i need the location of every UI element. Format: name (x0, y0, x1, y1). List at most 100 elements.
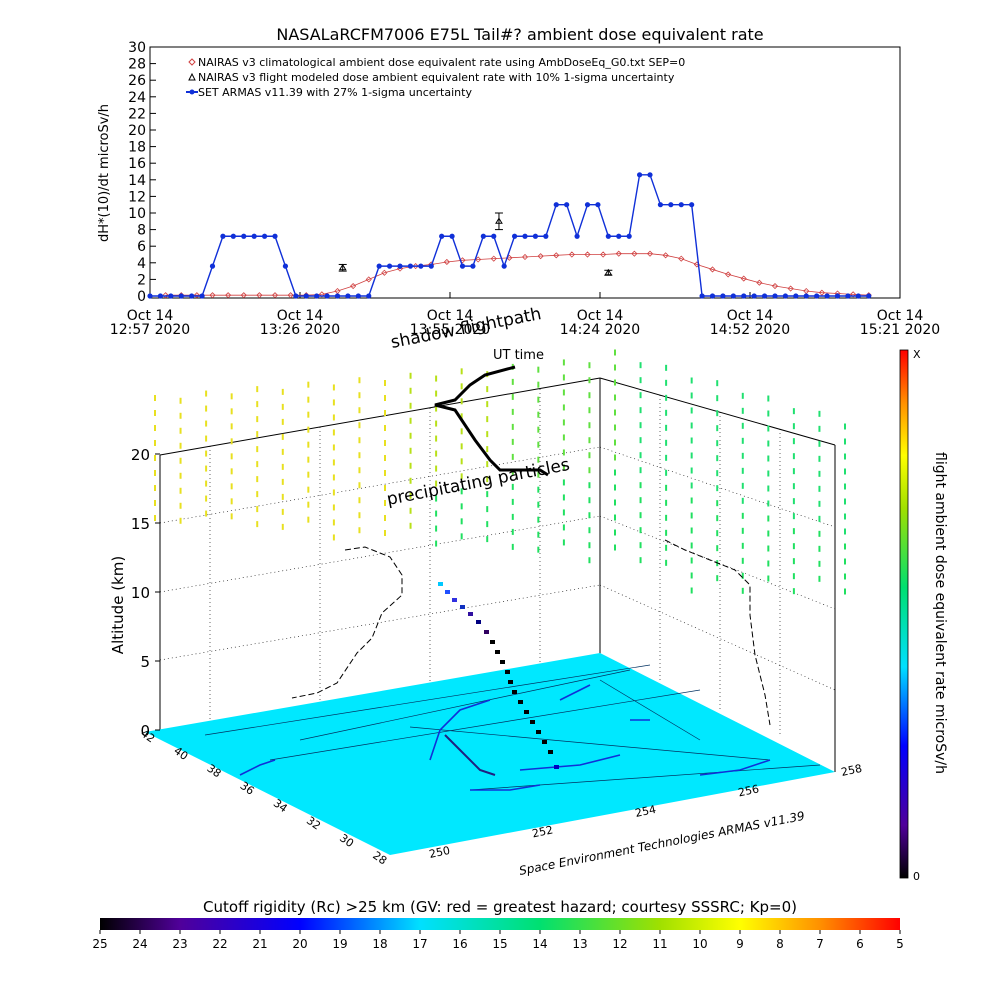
legend-item-flight-modeled: NAIRAS v3 flight modeled dose ambient eq… (188, 71, 675, 84)
armas-point (334, 293, 341, 299)
flight-modeled-point (604, 268, 613, 276)
x-tick-date: Oct 14 (877, 308, 924, 324)
climatological-point (271, 292, 279, 299)
x-tick-time: 15:21 2020 (860, 322, 940, 338)
x-tick-date: Oct 14 (277, 308, 324, 324)
armas-point (626, 233, 632, 239)
armas-point (636, 172, 643, 178)
climatological-point (475, 256, 482, 263)
armas-point (439, 233, 445, 239)
armas-point (741, 293, 747, 299)
climatological-point (162, 292, 169, 299)
y-tick-label: 10 (128, 206, 146, 222)
armas-point (303, 293, 309, 299)
rigidity-label: 25 (92, 937, 107, 951)
climatological-point (490, 255, 497, 262)
armas-point (793, 293, 799, 299)
climatological-point (725, 271, 732, 278)
armas-point (407, 263, 414, 269)
climatological-point (787, 285, 794, 292)
rigidity-label: 13 (572, 937, 587, 951)
armas-point (449, 233, 455, 239)
flight-path-dot (512, 690, 517, 694)
armas-point (855, 293, 861, 299)
climatological-point (646, 250, 654, 257)
climatological-point (365, 276, 372, 283)
longitude-tick-label: 250 (428, 844, 451, 861)
armas-point (293, 293, 299, 299)
climatological-point (287, 292, 294, 299)
flight-modeled-point (338, 263, 347, 271)
armas-point (501, 263, 507, 269)
altitude-tick-label: 10 (131, 584, 150, 602)
colorbar-title: flight ambient dose equivalent rate micr… (932, 452, 948, 774)
armas-point (824, 293, 830, 299)
chart-title: NASALaRCFM7006 E75L Tail#? ambient dose … (276, 25, 763, 44)
rigidity-label: 7 (816, 937, 824, 951)
armas-point (584, 202, 591, 208)
armas-point (491, 233, 497, 239)
flight-path-dot (500, 660, 505, 664)
altitude-axis-label: Altitude (km) (109, 556, 127, 654)
armas-point (459, 263, 466, 269)
y-tick-label: 12 (128, 189, 146, 205)
rigidity-label: 21 (252, 937, 267, 951)
climatological-point (662, 252, 669, 259)
armas-point (220, 233, 226, 239)
armas-point (272, 233, 278, 239)
y-tick-label: 22 (128, 106, 146, 122)
y-tick-label: 8 (137, 223, 146, 239)
y-tick-label: 4 (137, 256, 146, 272)
rigidity-label: 12 (612, 937, 627, 951)
armas-point (324, 293, 330, 299)
state-borders (239, 684, 771, 791)
armas-point (314, 293, 320, 299)
y-tick-label: 6 (137, 239, 146, 255)
armas-point (803, 293, 809, 299)
armas-point (689, 202, 695, 208)
armas-point (428, 263, 434, 269)
armas-point (261, 233, 268, 239)
flight-path-dot (536, 730, 541, 734)
x-tick-time: 13:55 2020 (410, 322, 490, 338)
longitude-ticks: 250 252 254 256 258 (428, 762, 863, 861)
rigidity-label: 16 (452, 937, 467, 951)
flight-path-dots (438, 582, 559, 769)
rigidity-colorbar: Cutoff rigidity (Rc) >25 km (GV: red = g… (92, 898, 903, 951)
armas-point (241, 233, 247, 239)
climatological-point (381, 269, 388, 276)
armas-point (845, 293, 851, 299)
legend-item-armas: SET ARMAS v11.39 with 27% 1-sigma uncert… (186, 86, 472, 99)
climatological-point (521, 253, 529, 261)
armas-point (647, 172, 653, 178)
armas-point (251, 233, 257, 239)
armas-point (595, 202, 601, 208)
climatological-point (350, 282, 357, 290)
flight-path-dot (508, 680, 513, 684)
rigidity-label: 18 (372, 937, 387, 951)
armas-point (168, 293, 174, 299)
armas-point (866, 293, 872, 299)
flight-path-dot (460, 605, 465, 609)
series-line-climatological (165, 253, 869, 296)
armas-point (386, 263, 393, 269)
flight-path-dot (452, 598, 457, 602)
climatological-point (584, 251, 591, 258)
armas-point (574, 233, 580, 239)
flight-path-dot (542, 740, 547, 744)
rigidity-label: 20 (292, 937, 307, 951)
rigidity-label: 24 (132, 937, 147, 951)
longitude-tick-label: 252 (531, 823, 554, 840)
rigidity-label: 22 (212, 937, 227, 951)
armas-point (178, 293, 184, 299)
altitude-ticks: 0 5 10 15 20 (131, 446, 160, 740)
rigidity-label: 19 (332, 937, 347, 951)
armas-point (772, 293, 778, 299)
armas-point (366, 293, 372, 299)
colorbar-max-label: X (913, 348, 921, 361)
climatological-point (600, 251, 607, 258)
precipitating-particles-cloud (154, 349, 846, 595)
